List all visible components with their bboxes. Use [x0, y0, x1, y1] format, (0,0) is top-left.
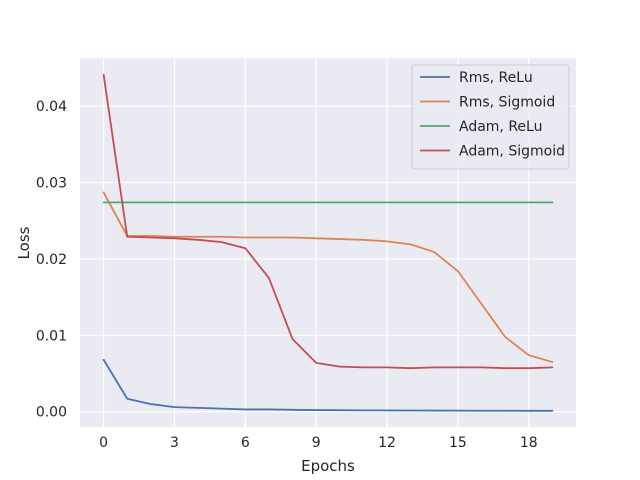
- x-tick-label: 9: [312, 435, 321, 451]
- y-tick-label: 0.03: [36, 176, 67, 192]
- y-tick-label: 0.00: [36, 405, 67, 421]
- series-line-rms-sigmoid: [102, 191, 554, 363]
- series-line-adam-sigmoid: [102, 73, 554, 370]
- x-tick-label: 15: [449, 435, 467, 451]
- legend: Rms, ReLu Rms, Sigmoid Adam, ReLu Adam, Sig…: [411, 64, 570, 170]
- grid-lines: [80, 58, 576, 427]
- x-tick-label: 0: [99, 435, 108, 451]
- legend-label: Adam, Sigmoid: [459, 144, 565, 160]
- legend-label: Adam, ReLu: [459, 119, 542, 135]
- series-line-rms-relu: [102, 358, 554, 412]
- y-axis-label: Loss: [15, 226, 33, 259]
- y-tick-label: 0.02: [36, 252, 67, 268]
- y-tick-label: 0.04: [36, 99, 67, 115]
- y-tick-label: 0.01: [36, 328, 67, 344]
- x-tick-label: 6: [241, 435, 250, 451]
- y-tick-labels: 0.00 0.01 0.02 0.03 0.04: [36, 99, 67, 421]
- x-tick-label: 12: [378, 435, 396, 451]
- series-lines: [102, 73, 554, 412]
- x-tick-label: 3: [170, 435, 179, 451]
- x-axis-label: Epochs: [301, 457, 355, 475]
- legend-label: Rms, Sigmoid: [459, 95, 555, 111]
- x-tick-label: 18: [520, 435, 538, 451]
- legend-label: Rms, ReLu: [459, 70, 533, 86]
- x-tick-labels: 0 3 6 9 12 15 18: [99, 435, 538, 451]
- legend-box: [411, 64, 570, 170]
